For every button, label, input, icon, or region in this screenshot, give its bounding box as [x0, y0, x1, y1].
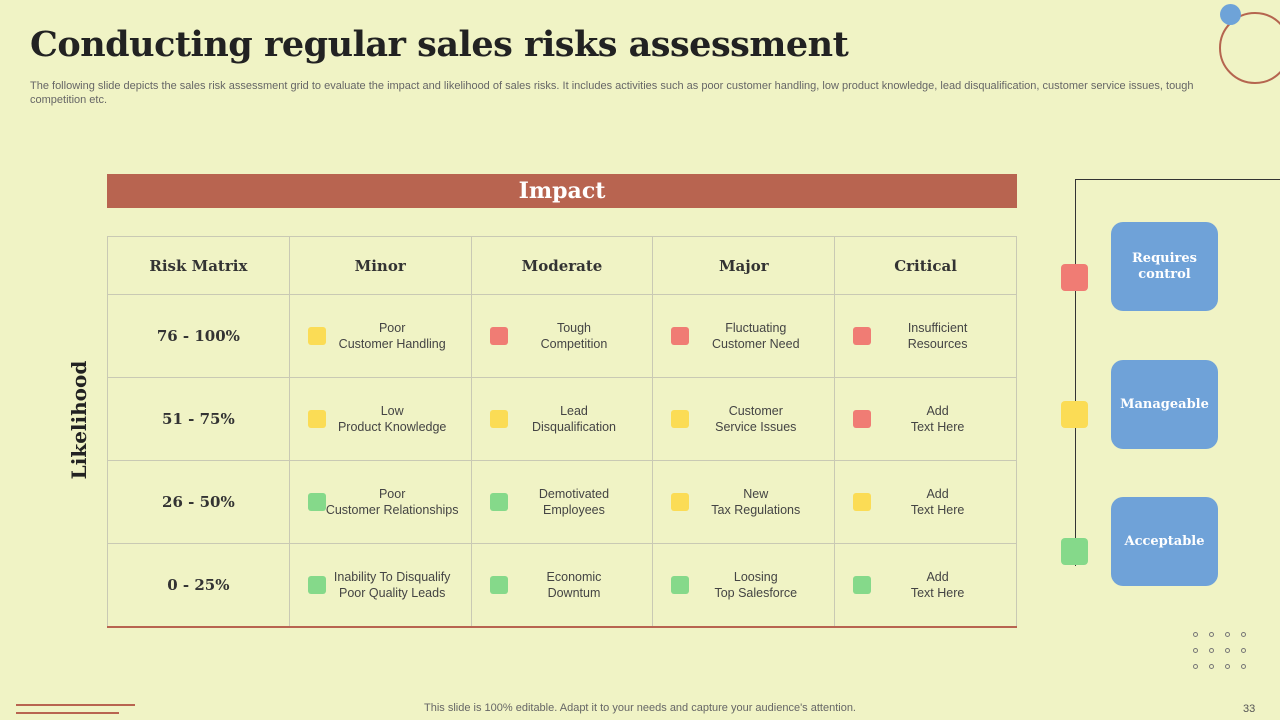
risk-item-text: Lead Disqualification: [531, 404, 617, 434]
risk-item-text: Fluctuating Customer Need: [712, 321, 800, 351]
slide-subtitle: The following slide depicts the sales ri…: [30, 80, 1194, 106]
matrix-cell: Inability To Disqualify Poor Quality Lea…: [288, 543, 472, 627]
matrix-row: 51 - 75% Low Product Knowledge Lead Disqua…: [107, 377, 1017, 461]
risk-level-yellow-indicator: [671, 410, 690, 428]
footer-accent-line: [16, 712, 119, 714]
matrix-cell: Add Text Here: [834, 460, 1017, 544]
risk-level-green-indicator: [489, 575, 508, 594]
risk-level-red-indicator: [671, 327, 690, 345]
footer-accent-line: [16, 704, 135, 706]
risk-level-yellow-indicator: [307, 410, 326, 428]
matrix-cell: Customer Service Issues: [652, 377, 836, 461]
risk-item-text: Poor Customer Handling: [338, 321, 446, 351]
matrix-cell: Add Text Here: [834, 543, 1017, 627]
likelihood-range-label: 76 - 100%: [107, 294, 290, 378]
risk-item-text: New Tax Regulations: [711, 487, 801, 517]
risk-item-text: Add Text Here: [910, 404, 965, 434]
page-number: 33: [1243, 703, 1256, 715]
matrix-row: 26 - 50% Poor Customer Relationships Demot…: [107, 460, 1017, 544]
decorative-ring: [1219, 12, 1280, 84]
risk-level-yellow-indicator: [489, 410, 508, 428]
legend-connector-vertical: [1075, 179, 1076, 566]
matrix-cell: Economic Downtum: [470, 543, 654, 627]
risk-item-text: Inability To Disqualify Poor Quality Lea…: [333, 569, 451, 600]
risk-level-green-indicator: [671, 575, 690, 594]
likelihood-range-label: 26 - 50%: [107, 460, 290, 544]
risk-item-text: Tough Competition: [540, 321, 608, 351]
legend-swatch-green: [1061, 538, 1088, 565]
legend-swatch-yellow: [1061, 401, 1088, 428]
header-critical: Critical: [834, 236, 1017, 295]
legend-connector-horizontal: [1075, 179, 1280, 180]
matrix-cell: Insufficient Resources: [834, 294, 1017, 378]
likelihood-range-label: 0 - 25%: [107, 543, 290, 627]
risk-item-text: Add Text Here: [910, 487, 965, 517]
decorative-dot-grid: [1193, 632, 1253, 672]
impact-header-bar: Impact: [107, 174, 1017, 208]
risk-level-green-indicator: [853, 575, 872, 594]
header-minor: Minor: [288, 236, 472, 295]
risk-level-yellow-indicator: [853, 493, 872, 511]
matrix-header-row: Risk Matrix Minor Moderate Major Critica…: [107, 236, 1017, 295]
legend-acceptable: Acceptable: [1111, 497, 1218, 586]
risk-level-red-indicator: [853, 410, 872, 428]
legend-manageable: Manageable: [1111, 360, 1218, 449]
risk-level-yellow-indicator: [671, 493, 690, 511]
risk-item-text: Demotivated Employees: [538, 487, 610, 517]
risk-item-text: Low Product Knowledge: [337, 404, 447, 434]
footer-note: This slide is 100% editable. Adapt it to…: [424, 702, 856, 714]
matrix-cell: Tough Competition: [470, 294, 654, 378]
risk-item-text: Poor Customer Relationships: [325, 487, 459, 517]
matrix-cell: New Tax Regulations: [652, 460, 836, 544]
matrix-cell: Low Product Knowledge: [288, 377, 472, 461]
legend-swatch-red: [1061, 264, 1088, 291]
matrix-row: 76 - 100% Poor Customer Handling Tough Com…: [107, 294, 1017, 378]
risk-level-red-indicator: [489, 327, 508, 345]
risk-item-text: Loosing Top Salesforce: [714, 569, 798, 600]
risk-matrix-table: Risk Matrix Minor Moderate Major Critica…: [107, 236, 1017, 628]
likelihood-axis-label: Likelihood: [67, 360, 91, 480]
header-risk-matrix: Risk Matrix: [107, 236, 290, 295]
risk-level-green-indicator: [307, 493, 326, 511]
likelihood-range-label: 51 - 75%: [107, 377, 290, 461]
matrix-cell: Demotivated Employees: [470, 460, 654, 544]
risk-item-text: Economic Downtum: [546, 569, 602, 600]
matrix-cell: Fluctuating Customer Need: [652, 294, 836, 378]
matrix-cell: Add Text Here: [834, 377, 1017, 461]
matrix-cell: Lead Disqualification: [470, 377, 654, 461]
slide-title: Conducting regular sales risks assessmen…: [30, 24, 849, 65]
risk-item-text: Insufficient Resources: [907, 321, 968, 351]
risk-level-red-indicator: [853, 327, 872, 345]
risk-item-text: Add Text Here: [910, 569, 965, 600]
matrix-cell: Poor Customer Relationships: [288, 460, 472, 544]
header-moderate: Moderate: [470, 236, 654, 295]
matrix-cell: Poor Customer Handling: [288, 294, 472, 378]
risk-level-green-indicator: [489, 493, 508, 511]
risk-item-text: Customer Service Issues: [715, 404, 797, 434]
matrix-row: 0 - 25% Inability To Disqualify Poor Qual…: [107, 543, 1017, 627]
header-major: Major: [652, 236, 836, 295]
matrix-cell: Loosing Top Salesforce: [652, 543, 836, 627]
decorative-dot: [1220, 4, 1241, 25]
risk-level-yellow-indicator: [307, 327, 326, 345]
risk-level-green-indicator: [307, 575, 326, 594]
legend-requires-control: Requires control: [1111, 222, 1218, 311]
